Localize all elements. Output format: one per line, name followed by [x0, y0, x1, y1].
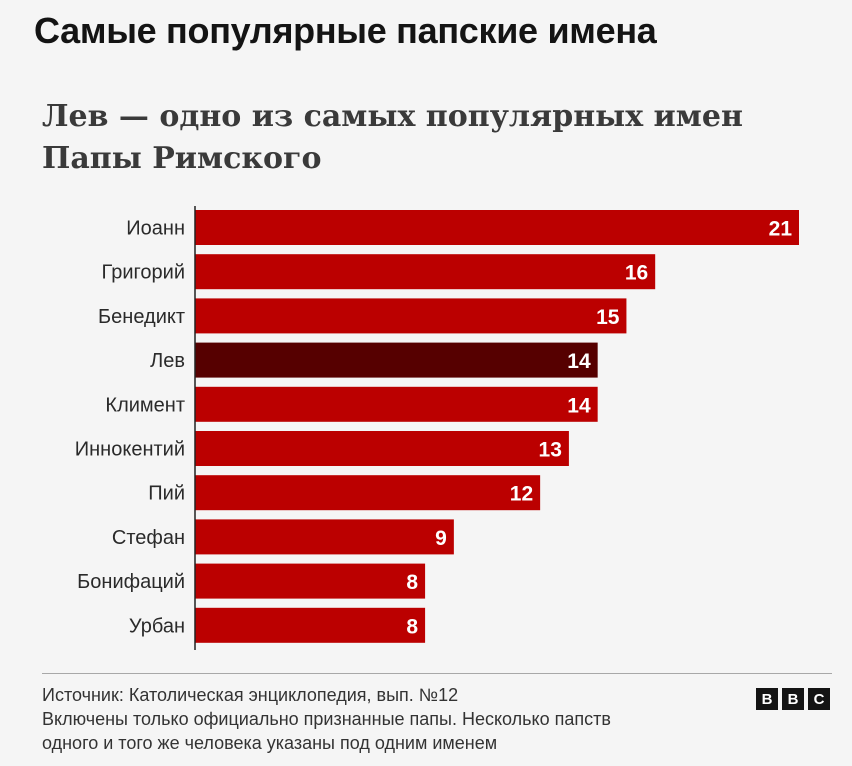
category-label: Лев	[150, 350, 185, 372]
bar	[195, 475, 541, 511]
methodology-note-line-2: одного и того же человека указаны под од…	[42, 733, 498, 753]
footer-divider	[42, 673, 832, 674]
data-label: 8	[406, 615, 418, 638]
page-title: Самые популярные папские имена	[34, 10, 657, 51]
bar	[195, 342, 598, 378]
category-label: Иннокентий	[75, 439, 185, 461]
footer-notes: Источник: Католическая энциклопедия, вып…	[42, 683, 682, 755]
bar	[195, 563, 426, 599]
data-label: 13	[539, 439, 562, 462]
category-label: Урбан	[129, 615, 185, 637]
source-note: Источник: Католическая энциклопедия, вып…	[42, 685, 459, 705]
bar	[195, 298, 627, 334]
bar	[195, 431, 569, 466]
bbc-logo: B B C	[756, 688, 830, 710]
category-label: Бонифаций	[77, 571, 185, 593]
category-label: Иоанн	[126, 218, 185, 240]
chart-subtitle: Лев — одно из самых популярных имен Папы…	[42, 99, 743, 176]
category-label: Стефан	[112, 527, 185, 549]
category-label: Пий	[148, 483, 185, 505]
data-label: 9	[435, 527, 447, 550]
bar	[195, 519, 454, 555]
category-label: Григорий	[102, 262, 185, 284]
category-label: Бенедикт	[98, 306, 185, 328]
data-label: 21	[769, 218, 793, 241]
data-label: 14	[567, 394, 591, 417]
data-label: 12	[510, 483, 533, 506]
bbc-logo-letter-1: B	[756, 688, 778, 710]
bbc-logo-letter-3: C	[808, 688, 830, 710]
bar	[195, 254, 656, 290]
bar	[195, 386, 598, 422]
bar-chart: Иоанн 21 Григорий 16 Бенедикт 15 Лев 14 Климент 1…	[75, 206, 799, 650]
data-label: 16	[625, 262, 648, 285]
bbc-logo-letter-2: B	[782, 688, 804, 710]
bar	[195, 607, 426, 643]
data-label: 15	[596, 306, 620, 329]
bar	[195, 210, 799, 245]
methodology-note-line-1: Включены только официально признанные па…	[42, 709, 611, 729]
data-label: 14	[567, 350, 591, 373]
category-label: Климент	[105, 394, 185, 416]
data-label: 8	[406, 571, 418, 594]
